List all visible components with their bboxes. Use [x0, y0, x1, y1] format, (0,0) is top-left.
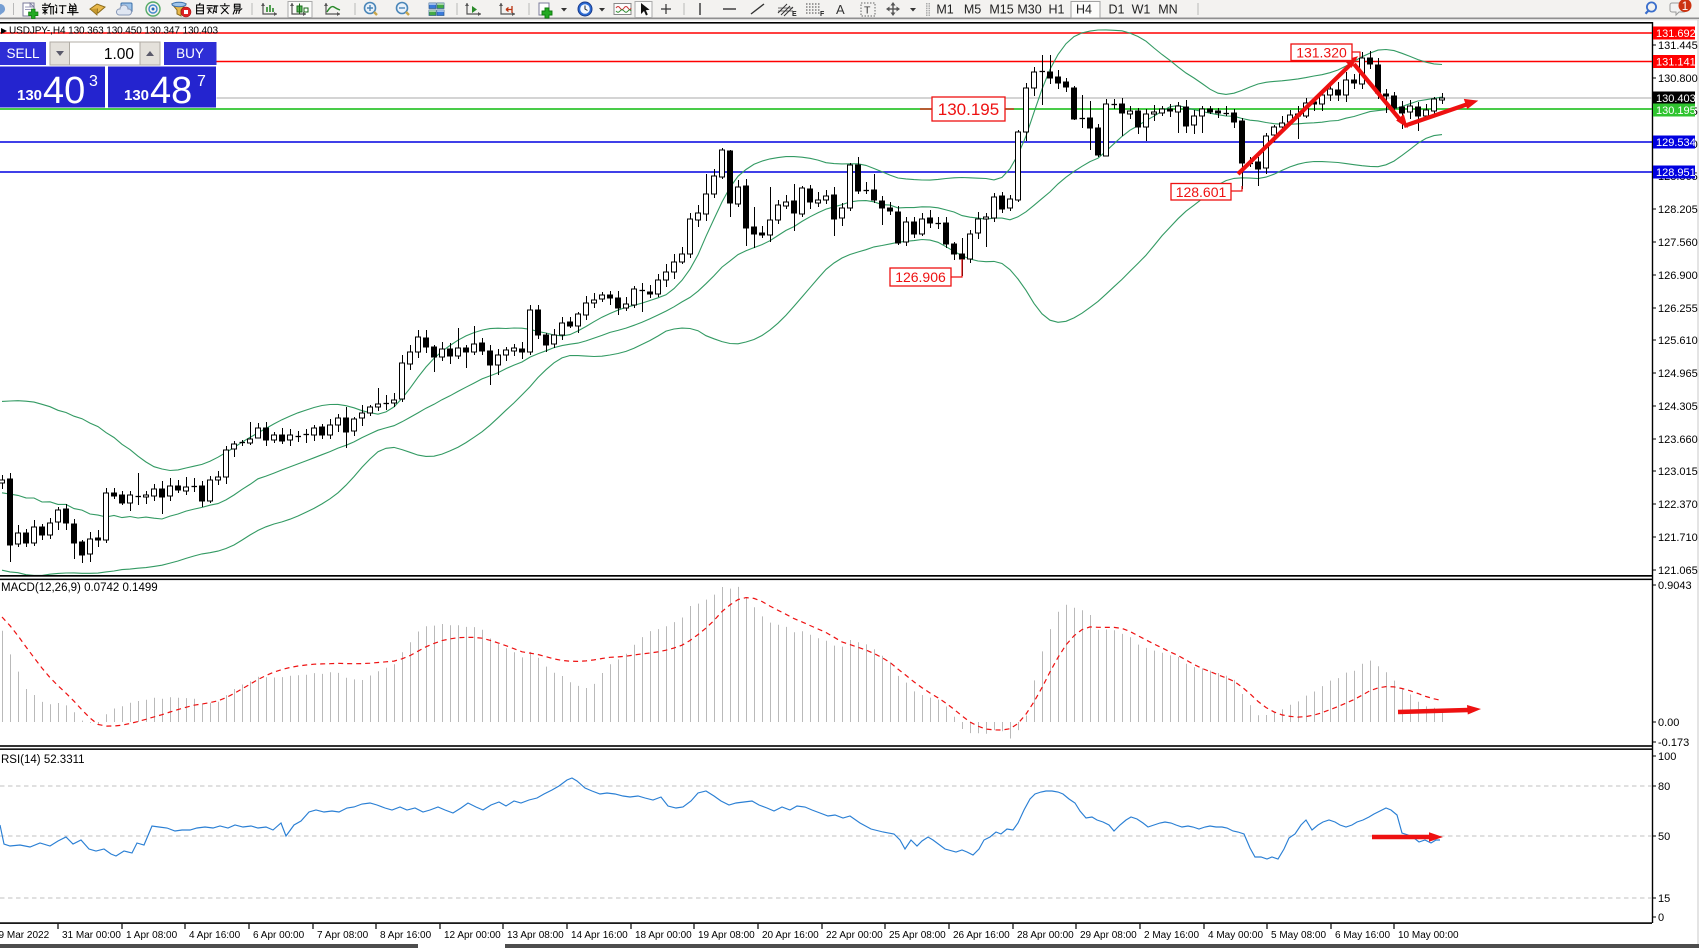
svg-text:100: 100	[1658, 751, 1676, 763]
svg-text:126.255: 126.255	[1658, 303, 1698, 315]
svg-text:W1: W1	[1132, 3, 1151, 17]
svg-text:131.320: 131.320	[1296, 44, 1347, 60]
svg-text:19 Apr 08:00: 19 Apr 08:00	[698, 930, 755, 941]
svg-text:14 Apr 16:00: 14 Apr 16:00	[571, 930, 628, 941]
svg-text:H1: H1	[1049, 3, 1065, 17]
svg-text:22 Apr 00:00: 22 Apr 00:00	[826, 930, 883, 941]
svg-text:-0.173: -0.173	[1658, 737, 1689, 749]
svg-text:130: 130	[17, 87, 42, 104]
svg-text:F: F	[820, 11, 825, 18]
svg-text:29 Apr 08:00: 29 Apr 08:00	[1080, 930, 1137, 941]
svg-text:40: 40	[43, 70, 85, 112]
svg-text:124.305: 124.305	[1658, 401, 1698, 413]
svg-text:3: 3	[89, 73, 98, 90]
svg-text:128.951: 128.951	[1656, 167, 1696, 179]
svg-text:1 Apr 08:00: 1 Apr 08:00	[126, 930, 178, 941]
svg-text:M1: M1	[936, 3, 953, 17]
svg-text:50: 50	[1658, 831, 1670, 843]
svg-text:8 Apr 16:00: 8 Apr 16:00	[380, 930, 432, 941]
svg-text:6 May 16:00: 6 May 16:00	[1335, 930, 1390, 941]
svg-text:7 Apr 08:00: 7 Apr 08:00	[317, 930, 369, 941]
svg-text:122.370: 122.370	[1658, 499, 1698, 511]
svg-text:4 May 00:00: 4 May 00:00	[1208, 930, 1263, 941]
svg-text:0: 0	[1658, 912, 1664, 924]
svg-text:10 May 00:00: 10 May 00:00	[1398, 930, 1459, 941]
svg-text:131.141: 131.141	[1656, 57, 1696, 69]
svg-text:130: 130	[124, 87, 149, 104]
svg-text:0.9043: 0.9043	[1658, 580, 1692, 592]
svg-text:128.205: 128.205	[1658, 204, 1698, 216]
svg-text:131.445: 131.445	[1658, 40, 1698, 52]
svg-text:T: T	[864, 5, 871, 17]
svg-text:125.610: 125.610	[1658, 335, 1698, 347]
svg-text:130.195: 130.195	[938, 100, 999, 119]
svg-text:1.00: 1.00	[104, 46, 135, 63]
svg-text:M5: M5	[964, 3, 981, 17]
svg-text:SELL: SELL	[6, 46, 40, 61]
svg-text:BUY: BUY	[176, 46, 204, 61]
svg-text:128.601: 128.601	[1176, 184, 1227, 200]
svg-text:H4: H4	[1076, 3, 1092, 17]
svg-text:121.065: 121.065	[1658, 565, 1698, 577]
svg-text:E: E	[792, 11, 797, 18]
svg-text:15: 15	[1658, 893, 1670, 905]
svg-text:130.800: 130.800	[1658, 73, 1698, 85]
svg-text:M15: M15	[989, 3, 1013, 17]
svg-text:29 Mar 2022: 29 Mar 2022	[0, 930, 50, 941]
svg-text:12 Apr 00:00: 12 Apr 00:00	[444, 930, 501, 941]
svg-text:7: 7	[197, 73, 206, 90]
svg-text:31 Mar 00:00: 31 Mar 00:00	[62, 930, 121, 941]
svg-text:123.015: 123.015	[1658, 466, 1698, 478]
svg-text:121.710: 121.710	[1658, 532, 1698, 544]
svg-text:25 Apr 08:00: 25 Apr 08:00	[889, 930, 946, 941]
svg-text:80: 80	[1658, 781, 1670, 793]
svg-text:126.906: 126.906	[895, 269, 946, 285]
svg-text:1: 1	[1682, 1, 1688, 13]
svg-text:127.560: 127.560	[1658, 237, 1698, 249]
svg-text:131.692: 131.692	[1656, 28, 1696, 40]
svg-text:20 Apr 16:00: 20 Apr 16:00	[762, 930, 819, 941]
svg-text:M30: M30	[1017, 3, 1041, 17]
svg-text:130.403: 130.403	[1656, 93, 1696, 105]
svg-text:13 Apr 08:00: 13 Apr 08:00	[507, 930, 564, 941]
svg-text:48: 48	[150, 70, 192, 112]
svg-text:MACD(12,26,9) 0.0742 0.1499: MACD(12,26,9) 0.0742 0.1499	[1, 582, 158, 594]
svg-text:130.195: 130.195	[1656, 105, 1696, 117]
svg-text:28 Apr 00:00: 28 Apr 00:00	[1017, 930, 1074, 941]
svg-text:D1: D1	[1109, 3, 1125, 17]
svg-text:4 Apr 16:00: 4 Apr 16:00	[189, 930, 241, 941]
svg-text:0.00: 0.00	[1658, 717, 1679, 729]
svg-text:2 May 16:00: 2 May 16:00	[1144, 930, 1199, 941]
svg-text:129.534: 129.534	[1656, 137, 1696, 149]
svg-text:124.965: 124.965	[1658, 368, 1698, 380]
svg-text:126.900: 126.900	[1658, 270, 1698, 282]
svg-text:A: A	[836, 2, 845, 17]
svg-text:USDJPY-,H4 130.363 130.450 13: USDJPY-,H4 130.363 130.450 130.347 130.4…	[9, 26, 218, 37]
svg-text:18 Apr 00:00: 18 Apr 00:00	[635, 930, 692, 941]
svg-text:5 May 08:00: 5 May 08:00	[1271, 930, 1326, 941]
svg-text:6 Apr 00:00: 6 Apr 00:00	[253, 930, 305, 941]
svg-text:123.660: 123.660	[1658, 434, 1698, 446]
svg-text:MN: MN	[1158, 3, 1177, 17]
svg-text:RSI(14) 52.3311: RSI(14) 52.3311	[1, 754, 85, 766]
svg-text:26 Apr 16:00: 26 Apr 16:00	[953, 930, 1010, 941]
